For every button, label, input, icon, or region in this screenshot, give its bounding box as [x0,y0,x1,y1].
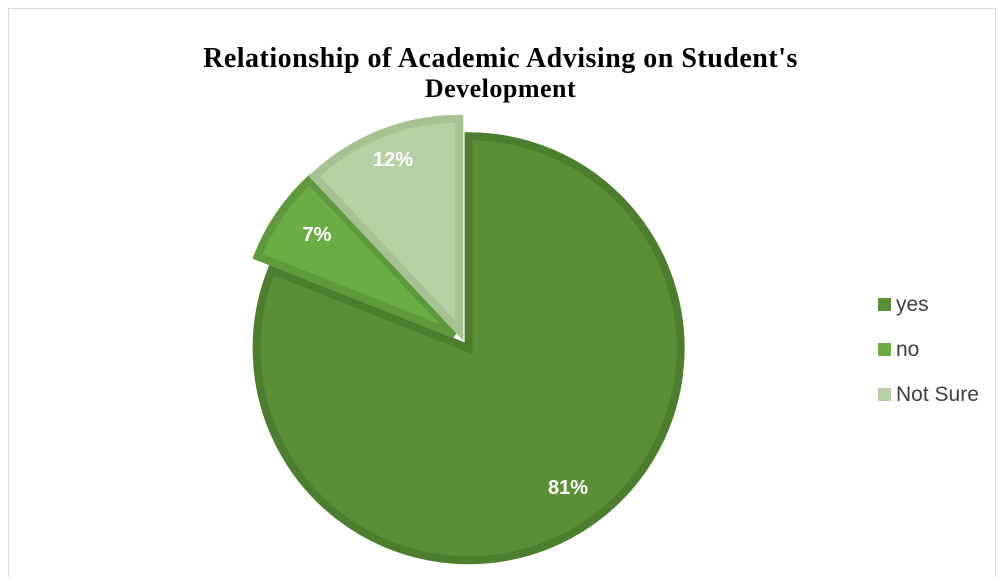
data-label-no: 7% [303,224,332,246]
legend-swatch-not-sure [878,388,891,401]
legend: yes no Not Sure [878,282,979,417]
legend-swatch-yes [878,298,891,311]
pie-slice-yes [252,132,685,565]
legend-label-yes: yes [896,292,929,316]
legend-label-no: no [896,337,920,361]
data-label-not-sure: 12% [373,149,413,171]
pie-slice-no [252,174,458,339]
chart-title-line-2: Development [424,74,577,103]
legend-item-no: no [878,327,979,372]
data-label-yes: 81% [548,477,588,499]
pie-slice-not-sure [308,114,464,341]
legend-label-not-sure: Not Sure [896,382,979,406]
chart-title-line-1: Relationship of Academic Advising on Stu… [203,43,798,74]
legend-item-yes: yes [878,282,979,327]
legend-item-not-sure: Not Sure [878,372,979,417]
legend-swatch-no [878,343,891,356]
chart-title: Relationship of Academic Advising on Stu… [0,44,1001,104]
